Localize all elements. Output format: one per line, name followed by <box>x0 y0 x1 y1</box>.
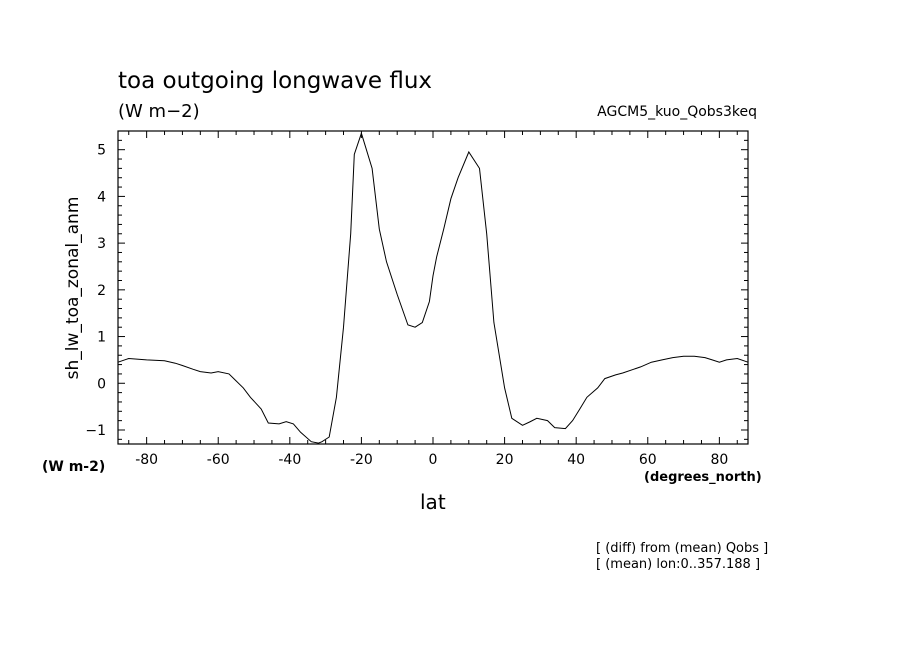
x-tick-label: 80 <box>710 452 728 468</box>
y-tick-label: 5 <box>97 143 106 159</box>
axis-ticks <box>118 130 748 444</box>
y-tick-label: 1 <box>97 330 106 346</box>
x-tick-label: -40 <box>278 452 301 468</box>
y-tick-label: 0 <box>97 376 106 392</box>
diff-note: [ (diff) from (mean) Qobs ] <box>596 541 769 556</box>
y-tick-label: 3 <box>97 236 106 252</box>
x-tick-label: -20 <box>350 452 373 468</box>
y-tick-label: 2 <box>97 283 106 299</box>
axis-tick-labels: -80 -60 -40 -20 0 20 40 60 80 −1 0 1 2 3 4 5 <box>85 143 728 468</box>
y-tick-label: 4 <box>97 189 106 205</box>
x-tick-label: 0 <box>429 452 438 468</box>
x-tick-label: 60 <box>639 452 657 468</box>
x-axis-units: (degrees_north) <box>644 470 762 485</box>
x-tick-label: 40 <box>567 452 585 468</box>
x-tick-label: 20 <box>496 452 514 468</box>
x-axis-label: lat <box>420 490 446 514</box>
x-tick-label: -60 <box>207 452 230 468</box>
plot-frame <box>117 130 749 445</box>
data-series-line <box>117 131 749 444</box>
y-tick-label: −1 <box>85 423 106 439</box>
chart-title: toa outgoing longwave flux <box>118 68 433 94</box>
mean-note: [ (mean) lon:0..357.188 ] <box>596 557 761 572</box>
chart-units: (W m−2) <box>118 101 200 122</box>
y-axis-units: (W m-2) <box>42 459 106 475</box>
x-tick-label: -80 <box>135 452 158 468</box>
experiment-name: AGCM5_kuo_Qobs3keq <box>597 104 757 120</box>
y-axis-label: sh_lw_toa_zonal_anm <box>63 197 83 380</box>
